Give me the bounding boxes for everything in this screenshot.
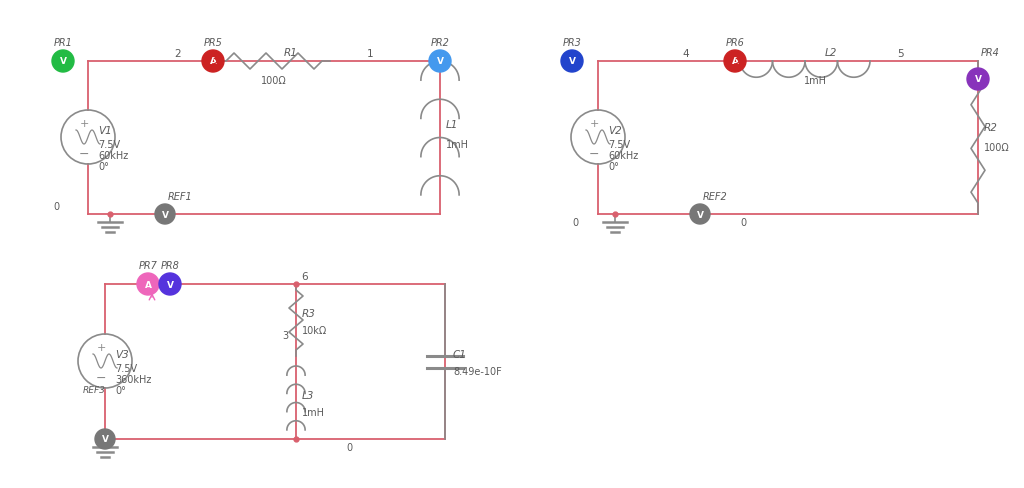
Text: 360kHz: 360kHz [115, 374, 152, 384]
Text: R2: R2 [984, 123, 997, 133]
Text: 1: 1 [367, 49, 374, 59]
Text: 60kHz: 60kHz [608, 151, 638, 161]
Text: 0: 0 [572, 218, 579, 227]
Circle shape [429, 51, 451, 73]
Text: V1: V1 [98, 126, 112, 136]
Text: L2: L2 [825, 48, 838, 58]
Text: −: − [589, 147, 599, 160]
Text: L3: L3 [302, 390, 314, 400]
Text: V: V [568, 58, 575, 66]
Text: +: + [96, 342, 105, 352]
Text: R1: R1 [284, 48, 298, 58]
Circle shape [155, 204, 175, 224]
Text: −: − [79, 147, 89, 160]
Text: 0: 0 [740, 218, 746, 227]
Circle shape [561, 51, 583, 73]
Text: V2: V2 [608, 126, 622, 136]
Circle shape [52, 51, 74, 73]
Text: PR7: PR7 [138, 261, 158, 270]
Text: V3: V3 [115, 349, 129, 359]
Text: A: A [731, 58, 738, 66]
Text: R3: R3 [302, 308, 315, 318]
Text: REF1: REF1 [168, 192, 193, 202]
Text: 6: 6 [301, 271, 307, 282]
Text: A: A [144, 280, 152, 289]
Text: V: V [436, 58, 443, 66]
Circle shape [724, 51, 746, 73]
Text: V: V [59, 58, 67, 66]
Text: 10kΩ: 10kΩ [302, 325, 328, 335]
Text: 100Ω: 100Ω [261, 76, 287, 86]
Text: PR2: PR2 [430, 38, 450, 48]
Text: A: A [210, 58, 216, 66]
Circle shape [95, 429, 115, 449]
Circle shape [159, 273, 181, 295]
Text: V: V [975, 75, 981, 84]
Text: 7.5V: 7.5V [98, 140, 120, 150]
Text: PR8: PR8 [161, 261, 179, 270]
Text: 1mH: 1mH [804, 76, 826, 86]
Text: 2: 2 [175, 49, 181, 59]
Text: 7.5V: 7.5V [608, 140, 630, 150]
Text: PR6: PR6 [726, 38, 744, 48]
Circle shape [690, 204, 710, 224]
Text: 7.5V: 7.5V [115, 363, 137, 373]
Text: 0: 0 [346, 442, 352, 452]
Text: V: V [696, 210, 703, 219]
Text: 0°: 0° [98, 162, 109, 172]
Text: +: + [79, 119, 89, 129]
Text: 0°: 0° [115, 385, 126, 395]
Text: −: − [96, 371, 106, 384]
Text: PR4: PR4 [981, 48, 999, 58]
Text: PR5: PR5 [204, 38, 222, 48]
Circle shape [137, 273, 159, 295]
Text: V: V [101, 435, 109, 444]
Text: PR1: PR1 [53, 38, 73, 48]
Text: REF2: REF2 [703, 192, 728, 202]
Text: 0: 0 [53, 202, 59, 212]
Circle shape [202, 51, 224, 73]
Text: 1mH: 1mH [302, 407, 325, 417]
Text: 8.49e-10F: 8.49e-10F [453, 366, 502, 376]
Text: +: + [590, 119, 599, 129]
Text: PR3: PR3 [562, 38, 582, 48]
Text: REF3: REF3 [83, 385, 105, 394]
Text: 100Ω: 100Ω [984, 142, 1010, 153]
Text: 0°: 0° [608, 162, 618, 172]
Text: 5: 5 [897, 49, 903, 59]
Circle shape [967, 69, 989, 91]
Text: V: V [162, 210, 169, 219]
Text: 1mH: 1mH [446, 140, 469, 150]
Text: L1: L1 [446, 120, 459, 130]
Text: 3: 3 [282, 330, 288, 340]
Text: V: V [167, 280, 173, 289]
Text: 4: 4 [683, 49, 689, 59]
Text: C1: C1 [453, 349, 467, 359]
Text: 60kHz: 60kHz [98, 151, 128, 161]
